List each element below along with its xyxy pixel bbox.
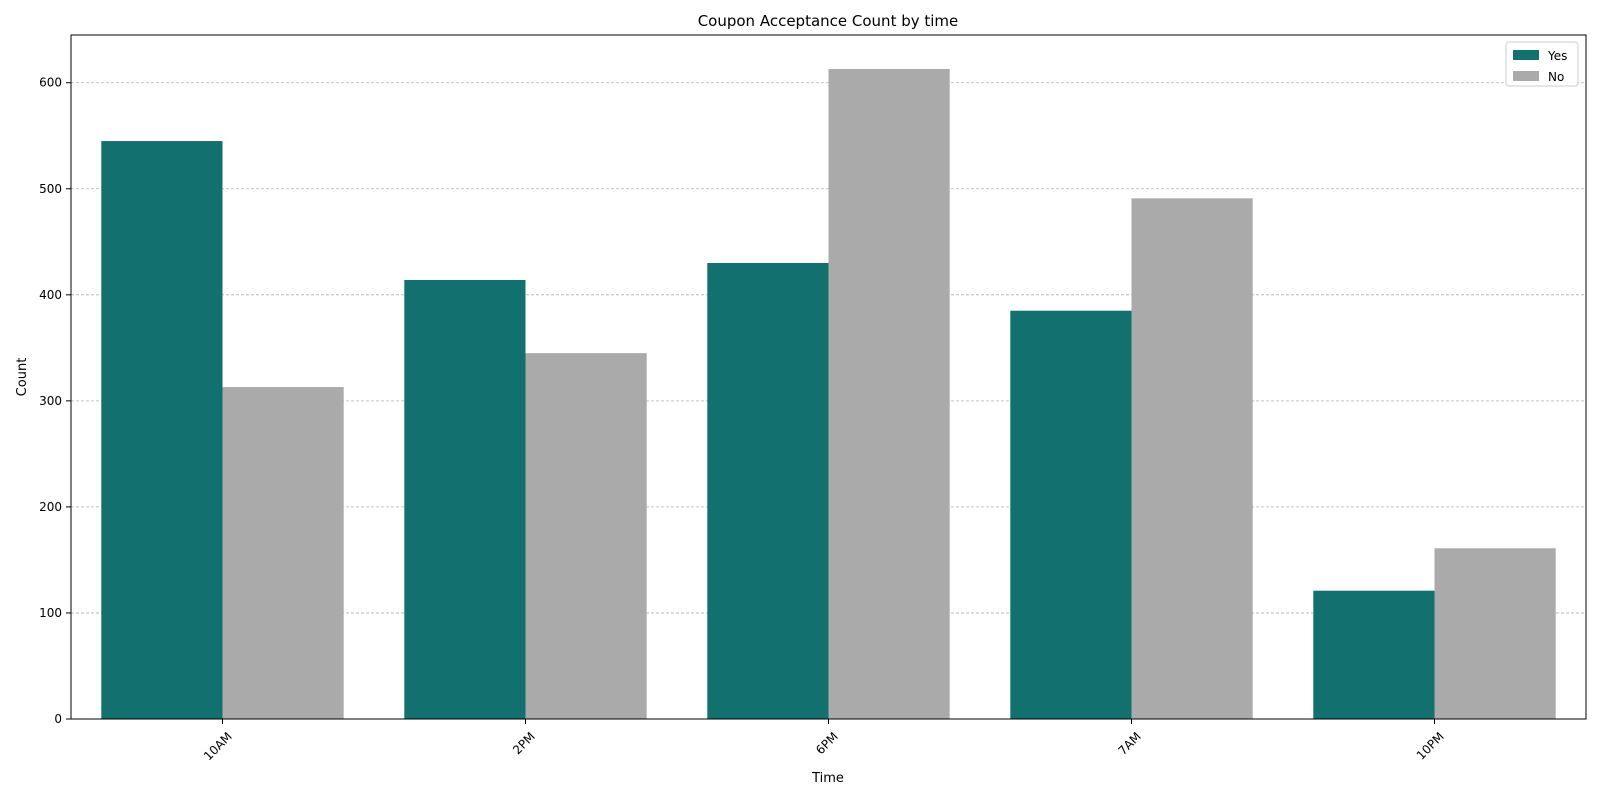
bar-2pm-yes (404, 279, 526, 719)
y-tick-label: 500 (39, 182, 62, 196)
bar-10pm-no (1434, 548, 1556, 719)
bar-7am-no (1131, 198, 1253, 719)
legend-swatch-yes (1513, 50, 1539, 60)
bar-10am-no (222, 387, 344, 719)
x-tick-label: 10PM (1414, 729, 1447, 762)
y-axis-label: Count (15, 358, 30, 397)
x-axis: 10AM 2PM 6PM 7AM 10PM (201, 719, 1447, 763)
bars (101, 68, 1556, 720)
bar-6pm-yes (707, 263, 829, 719)
y-tick-label: 400 (39, 288, 62, 302)
y-axis: 0 100 200 300 400 500 600 (39, 76, 71, 726)
y-tick-label: 100 (39, 606, 62, 620)
y-tick-label: 0 (54, 712, 62, 726)
x-tick-label: 7AM (1115, 729, 1143, 757)
legend-label-yes: Yes (1547, 49, 1567, 63)
legend-label-no: No (1548, 70, 1564, 84)
x-tick-label: 6PM (813, 729, 841, 757)
y-tick-label: 200 (39, 500, 62, 514)
y-tick-label: 600 (39, 76, 62, 90)
bar-6pm-no (828, 68, 950, 720)
chart-title: Coupon Acceptance Count by time (698, 12, 959, 30)
y-tick-label: 300 (39, 394, 62, 408)
legend: Yes No (1505, 41, 1579, 87)
bar-2pm-no (525, 353, 647, 719)
bar-10pm-yes (1313, 590, 1435, 719)
x-tick-label: 2PM (510, 729, 538, 757)
x-axis-label: Time (811, 771, 844, 786)
bar-10am-yes (101, 141, 223, 719)
legend-swatch-no (1513, 71, 1539, 81)
x-tick-label: 10AM (201, 729, 235, 763)
bar-7am-yes (1010, 310, 1132, 719)
